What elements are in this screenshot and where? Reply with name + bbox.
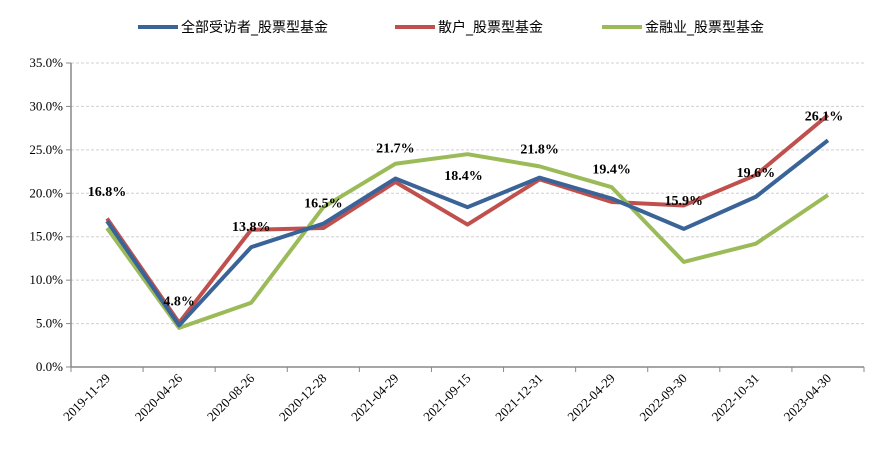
- series-line-1: [105, 113, 830, 325]
- y-tick-label: 20.0%: [29, 185, 63, 200]
- y-tick-label: 5.0%: [36, 316, 63, 331]
- legend: 全部受访者_股票型基金 散户_股票型基金 金融业_股票型基金: [138, 19, 764, 36]
- x-tick-label: 2021-04-29: [348, 371, 402, 425]
- x-tick-label: 2020-12-28: [276, 371, 330, 425]
- legend-label-2: 金融业_股票型基金: [645, 19, 764, 36]
- data-label: 19.4%: [592, 162, 631, 177]
- x-axis-ticks: 2019-11-29 2020-04-26 2020-08-26 2020-12-28…: [60, 370, 834, 424]
- x-tick-label: 2022-04-29: [564, 371, 618, 425]
- series-line-0: [105, 138, 830, 328]
- legend-label-1: 散户_股票型基金: [438, 19, 543, 36]
- y-tick-label: 25.0%: [29, 142, 63, 157]
- series-lines: [105, 113, 830, 330]
- data-label: 18.4%: [444, 169, 483, 184]
- x-tick-label: 2019-11-29: [60, 371, 113, 424]
- x-tick-label: 2021-12-31: [492, 371, 546, 425]
- y-tick-label: 10.0%: [29, 272, 63, 287]
- y-tick-label: 30.0%: [29, 98, 63, 113]
- data-label: 26.1%: [805, 109, 844, 124]
- x-tick-label: 2022-10-31: [708, 371, 762, 425]
- legend-label-0: 全部受访者_股票型基金: [181, 19, 328, 36]
- axes: [66, 62, 865, 372]
- data-label: 4.8%: [163, 294, 195, 309]
- y-tick-label: 0.0%: [36, 359, 63, 374]
- data-label: 19.6%: [737, 166, 776, 181]
- y-tick-label: 35.0%: [29, 55, 63, 70]
- data-label: 16.5%: [304, 197, 343, 212]
- series-line-2: [105, 152, 830, 330]
- gridlines: [71, 62, 864, 325]
- data-label: 16.8%: [88, 185, 127, 200]
- y-axis-ticks: 0.0% 5.0% 10.0% 15.0% 20.0% 25.0% 30.0% 35.0%: [29, 55, 63, 374]
- data-label: 21.7%: [376, 142, 415, 157]
- data-labels: 16.8% 4.8% 13.8% 16.5% 21.7% 18.4% 21.8% 19.4% 1…: [88, 109, 843, 309]
- x-tick-label: 2022-09-30: [636, 371, 690, 425]
- data-label: 13.8%: [232, 220, 271, 235]
- x-tick-label: 2023-04-30: [781, 371, 835, 425]
- y-tick-label: 15.0%: [29, 229, 63, 244]
- x-tick-label: 2020-08-26: [204, 370, 258, 424]
- x-tick-label: 2020-04-26: [132, 370, 186, 424]
- data-label: 21.8%: [520, 143, 559, 158]
- data-label: 15.9%: [665, 194, 704, 209]
- x-tick-label: 2021-09-15: [420, 371, 474, 425]
